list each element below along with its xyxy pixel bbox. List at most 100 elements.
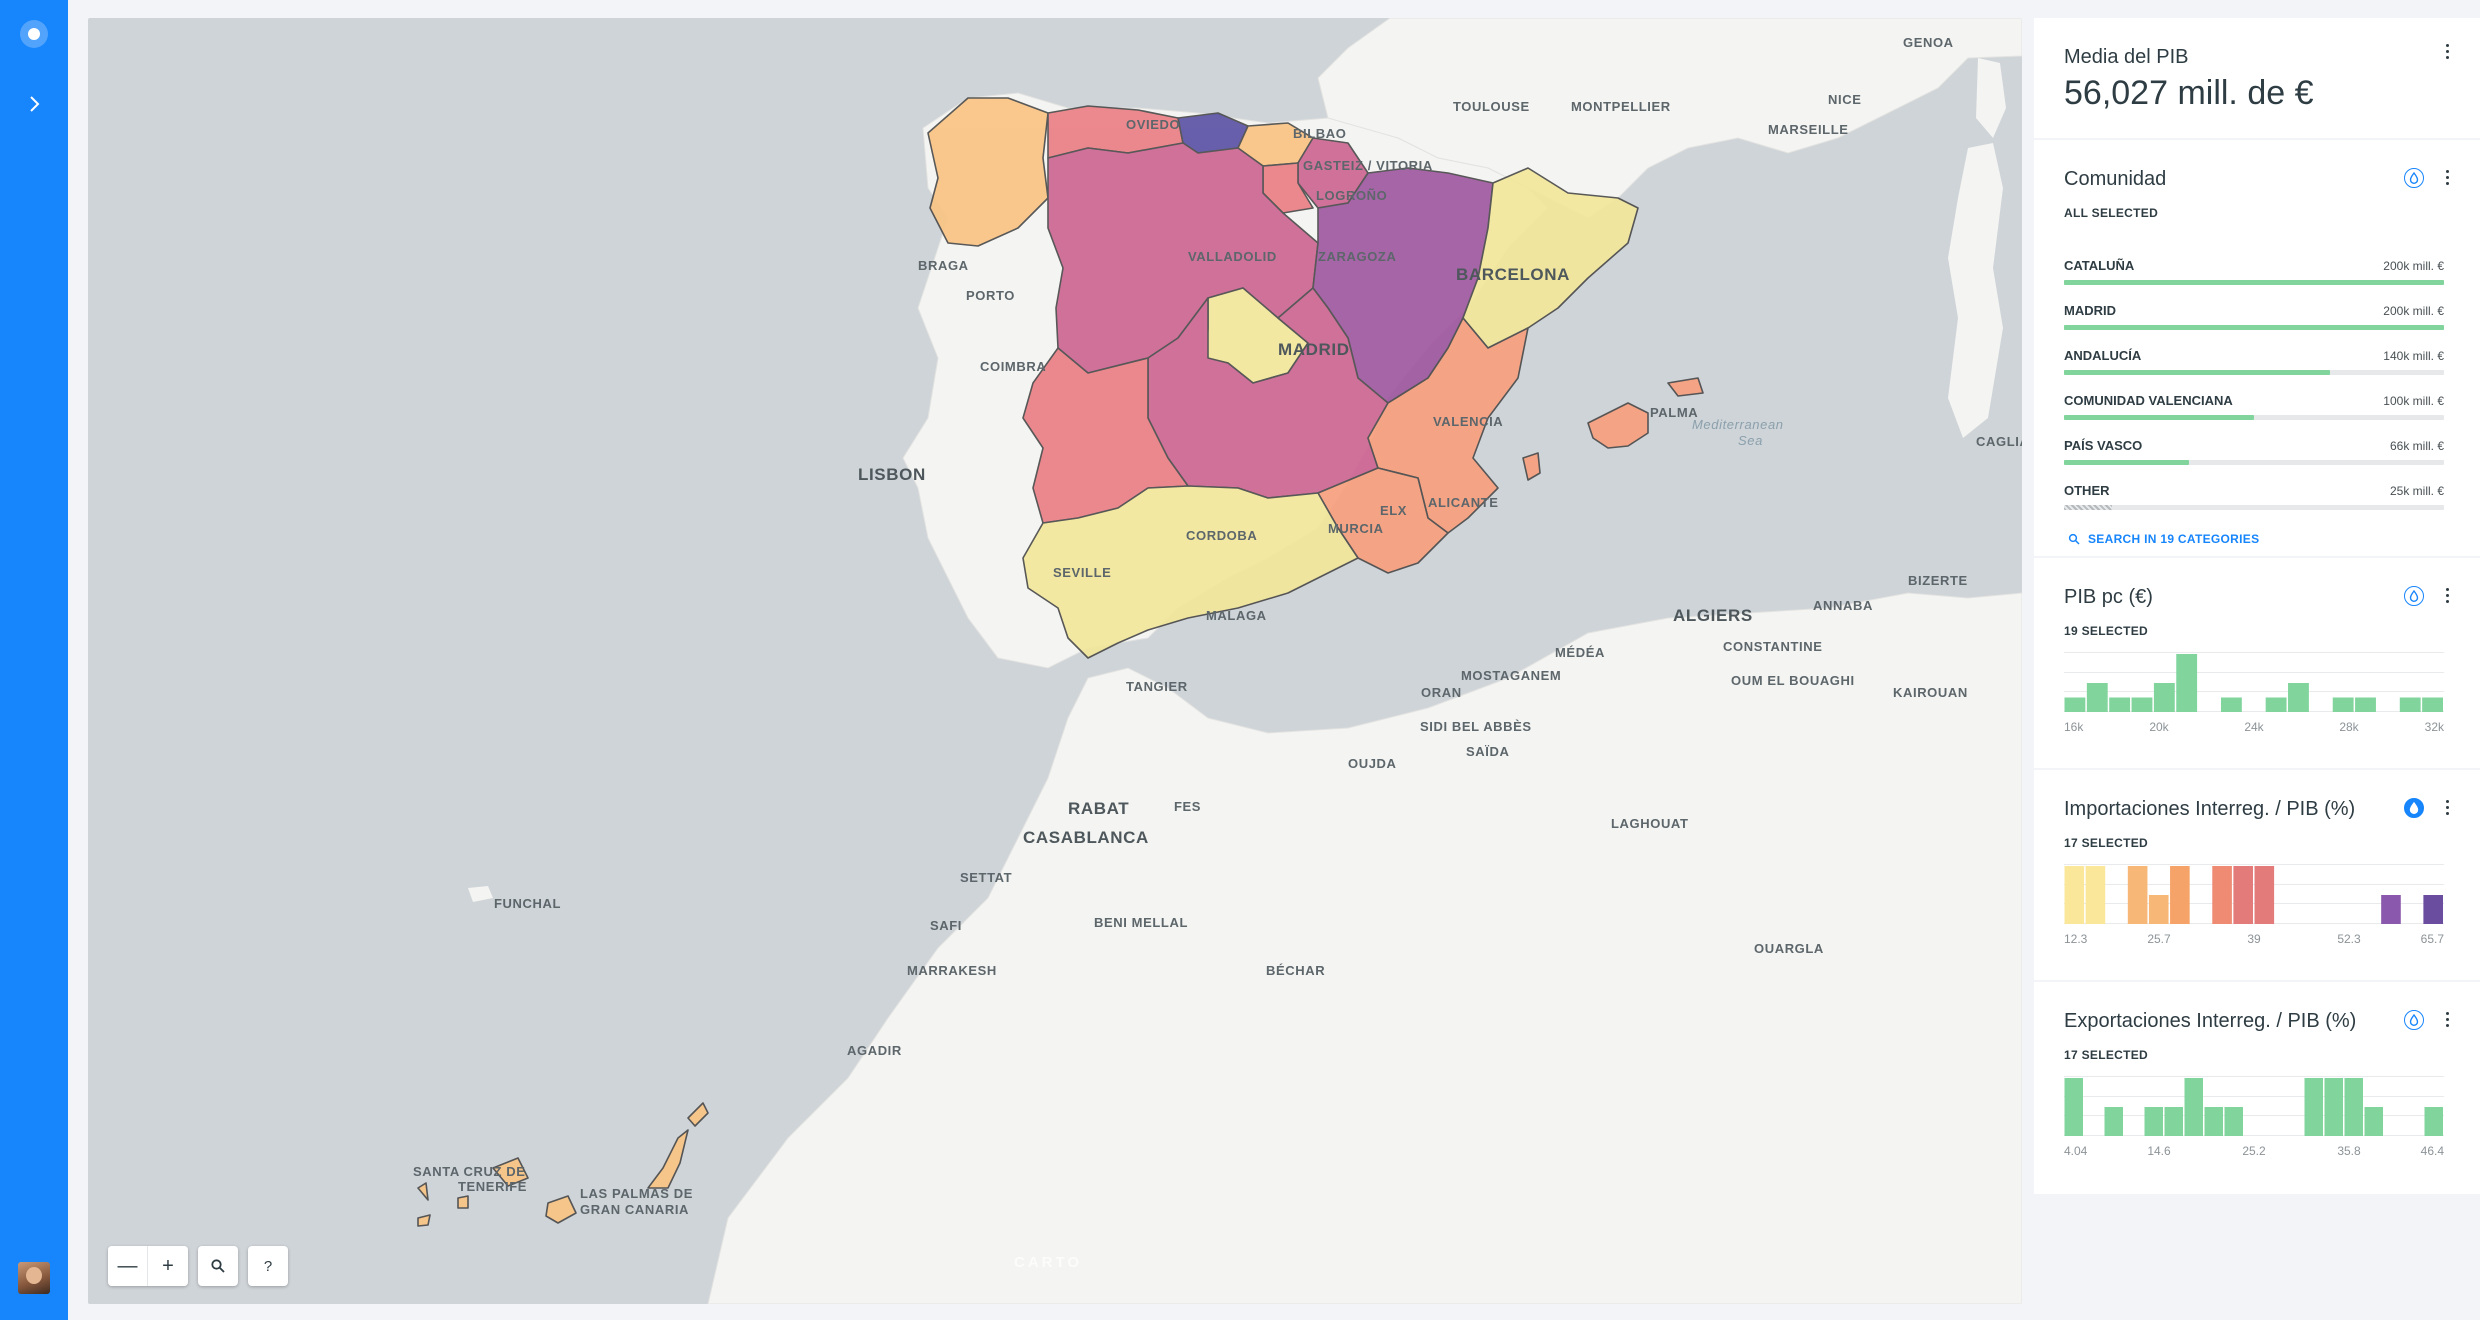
histogram-bar[interactable] [2304,1078,2324,1136]
histogram-axis: 4.04 14.6 25.2 35.8 46.4 [2064,1144,2444,1160]
zoom-control: — + [108,1246,188,1286]
histogram-bar[interactable] [2204,1107,2224,1136]
histogram-bar[interactable] [2176,654,2198,712]
category-item-name: ANDALUCÍA [2064,348,2142,363]
histogram-bar[interactable] [2324,1078,2344,1136]
help-button[interactable]: ? [248,1246,288,1286]
category-search-link[interactable]: SEARCH IN 19 CATEGORIES [2068,532,2259,546]
user-avatar[interactable] [18,1262,50,1294]
region-baleares-ibiza[interactable] [1522,452,1541,481]
histogram-bar[interactable] [2086,683,2108,712]
label-montpellier: MONTPELLIER [1571,99,1671,114]
histogram-menu-icon[interactable] [2444,800,2450,820]
histogram-widget-pib-pc: PIB pc (€) 19 SELECTED 16k 20k 24k 28k 32k [2034,558,2480,768]
region-andalucia[interactable] [1022,485,1359,659]
histogram-menu-icon[interactable] [2444,588,2450,608]
region-canarias-gomera[interactable] [457,1195,469,1209]
label-tangier: TANGIER [1126,679,1188,694]
histogram-bar[interactable] [2424,1107,2444,1136]
map-controls: — + ? [108,1246,288,1286]
histogram-bar[interactable] [2085,866,2106,924]
region-canarias-lanz[interactable] [687,1102,709,1127]
map-canvas[interactable]: MADRID BARCELONA LISBON ALGIERS RABAT CA… [88,18,2022,1304]
histogram-chart[interactable] [2064,652,2444,712]
histogram-bar[interactable] [2184,1078,2204,1136]
region-galicia[interactable] [927,97,1049,247]
label-porto: PORTO [966,288,1015,303]
histogram-bar[interactable] [2164,1107,2184,1136]
formula-widget: Media del PIB 56,027 mill. de € [2034,18,2480,138]
label-casablanca: CASABLANCA [1023,828,1149,847]
label-safi: SAFI [930,918,962,933]
histogram-bar[interactable] [2355,697,2376,713]
histogram-bar[interactable] [2332,697,2354,713]
histogram-bar[interactable] [2422,697,2443,713]
histogram-bar[interactable] [2399,697,2421,713]
color-by-icon[interactable] [2404,586,2424,606]
histogram-bar[interactable] [2064,697,2086,713]
label-oujda: OUJDA [1348,756,1397,771]
region-baleares-menorca[interactable] [1667,377,1704,397]
histogram-bar[interactable] [2220,697,2242,713]
histogram-tick-label: 25.7 [2147,932,2171,946]
region-canarias-granc[interactable] [545,1195,577,1224]
label-palma: PALMA [1650,405,1698,420]
histogram-tick-label: 24k [2244,720,2264,734]
histogram-bar[interactable] [2153,683,2175,712]
region-baleares[interactable] [1587,402,1649,449]
search-location-button[interactable] [198,1246,238,1286]
histogram-title: Exportaciones Interreg. / PIB (%) [2064,1010,2357,1032]
color-by-icon[interactable] [2404,798,2424,818]
histogram-chart[interactable] [2064,864,2444,924]
histogram-bar[interactable] [2212,866,2232,924]
histogram-bar[interactable] [2109,697,2131,713]
label-logrono: LOGROÑO [1316,188,1387,203]
histogram-bar[interactable] [2224,1107,2244,1136]
color-by-icon[interactable] [2404,1010,2424,1030]
chevron-right-icon[interactable] [22,92,46,116]
histogram-bar[interactable] [2423,895,2443,924]
color-by-icon[interactable] [2404,168,2424,188]
histogram-bar[interactable] [2104,1107,2124,1136]
label-kairouan: KAIROUAN [1893,685,1968,700]
histogram-bar[interactable] [2344,1078,2364,1136]
region-canarias-fuerte[interactable] [647,1129,689,1189]
label-saida: SAÏDA [1466,744,1509,759]
carto-logo-icon[interactable] [20,20,48,48]
histogram-bar[interactable] [2064,1078,2084,1136]
land-north-africa [707,592,2022,1304]
histogram-bar[interactable] [2148,895,2169,924]
region-canarias-lapalma[interactable] [417,1182,429,1201]
histogram-bar[interactable] [2254,866,2275,924]
category-menu-icon[interactable] [2444,170,2450,190]
region-canarias-tenerife[interactable] [492,1157,529,1187]
label-barcelona: BARCELONA [1456,265,1570,284]
histogram-bar[interactable] [2233,866,2253,924]
map-labels: MADRID BARCELONA LISBON ALGIERS RABAT CA… [413,35,2022,1217]
carto-attribution[interactable]: CARTO [1014,1254,1083,1271]
histogram-bar[interactable] [2265,697,2287,713]
histogram-bar[interactable] [2131,697,2153,713]
formula-menu-icon[interactable] [2444,44,2450,64]
histogram-axis: 16k 20k 24k 28k 32k [2064,720,2444,736]
histogram-tick-label: 52.3 [2337,932,2361,946]
histogram-bar[interactable] [2064,866,2085,924]
region-canarias-hierro[interactable] [417,1214,431,1227]
histogram-bar[interactable] [2288,683,2309,712]
histogram-tick-label: 25.2 [2242,1144,2266,1158]
category-item-name: COMUNIDAD VALENCIANA [2064,393,2233,408]
histogram-bar[interactable] [2170,866,2190,924]
histogram-bar[interactable] [2144,1107,2164,1136]
histogram-chart[interactable] [2064,1076,2444,1136]
formula-value: 56,027 mill. de € [2064,74,2314,112]
label-constantine: CONSTANTINE [1723,639,1823,654]
zoom-out-button[interactable]: — [108,1246,148,1286]
histogram-menu-icon[interactable] [2444,1012,2450,1032]
label-oran: ORAN [1421,685,1462,700]
histogram-bar[interactable] [2381,895,2401,924]
histogram-bar[interactable] [2364,1107,2384,1136]
region-cataluna[interactable] [1462,167,1639,349]
zoom-in-button[interactable]: + [148,1246,188,1286]
histogram-bar[interactable] [2127,866,2148,924]
label-algiers: ALGIERS [1673,606,1753,625]
